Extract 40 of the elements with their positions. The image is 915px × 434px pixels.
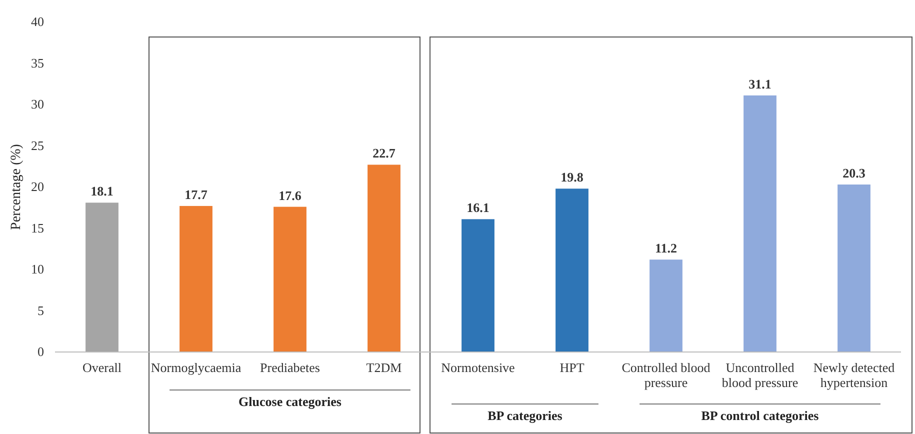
bar	[86, 202, 118, 352]
text: Glucose categories	[238, 394, 342, 409]
x-tick-label: Newly detected hypertension	[813, 360, 896, 390]
y-tick-label: 35	[31, 55, 44, 70]
y-axis-title: Percentage (%)	[9, 144, 24, 230]
data-label: 20.3	[842, 166, 866, 181]
data-label: 11.2	[654, 240, 678, 256]
data-label: 17.7	[184, 186, 208, 202]
text: BP categories	[488, 408, 562, 423]
x-tick-label: Overall	[82, 360, 122, 375]
bar	[744, 95, 776, 352]
data-label: 16.1	[466, 200, 490, 216]
data-label: 18.1	[90, 184, 114, 199]
y-tick-label: 15	[31, 220, 44, 236]
y-tick-label: 30	[31, 96, 44, 112]
bar	[650, 260, 682, 352]
text: BP control categories	[701, 408, 819, 423]
bar	[838, 184, 870, 352]
x-tick-label: Uncontrolled blood pressure	[722, 360, 798, 390]
data-label: 17.6	[278, 188, 302, 203]
bar	[180, 206, 212, 352]
x-tick-label: Normoglycaemia	[150, 360, 242, 375]
data-label: 31.1	[748, 76, 772, 92]
y-tick-label: 5	[38, 302, 44, 318]
x-tick-label: T2DM	[366, 360, 402, 375]
x-tick-label: HPT	[560, 360, 584, 375]
bar	[462, 219, 494, 352]
y-tick-label: 25	[31, 138, 44, 153]
bar	[274, 206, 306, 352]
y-tick-label: 40	[31, 14, 44, 30]
x-tick-label: Prediabetes	[260, 360, 320, 375]
bar	[556, 188, 588, 352]
data-label: 19.8	[560, 170, 584, 185]
bar	[368, 164, 400, 352]
y-tick-label: 0	[38, 344, 44, 360]
y-tick-label: 20	[31, 179, 44, 194]
y-tick-label: 10	[31, 262, 44, 277]
x-tick-label: Normotensive	[441, 360, 516, 375]
x-tick-label: Controlled blood pressure	[622, 360, 711, 390]
data-label: 22.7	[372, 146, 396, 161]
